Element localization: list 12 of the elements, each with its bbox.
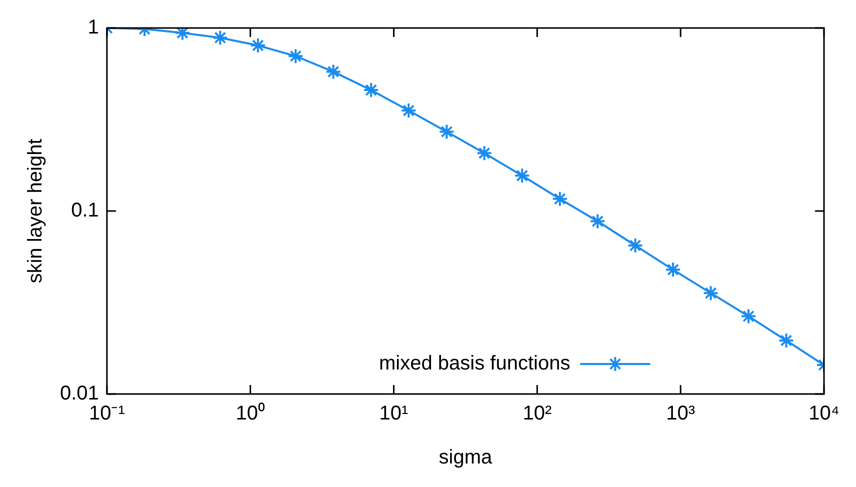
y-axis-title: skin layer height — [24, 138, 47, 284]
x-axis-title: sigma — [438, 446, 494, 469]
x-tick-label: 10³ — [666, 402, 696, 425]
x-tick-label: 10² — [522, 402, 552, 425]
y-tick-label: 1 — [88, 16, 99, 39]
x-tick-label: 10⁰ — [236, 402, 265, 425]
y-tick-label: 0.01 — [60, 382, 99, 405]
x-tick-label: 10⁴ — [808, 402, 840, 425]
x-tick-label: 10⁻¹ — [88, 402, 126, 425]
legend-label: mixed basis functions — [378, 352, 570, 375]
x-tick-label: 10¹ — [379, 402, 409, 425]
y-tick-label: 0.1 — [71, 200, 99, 222]
